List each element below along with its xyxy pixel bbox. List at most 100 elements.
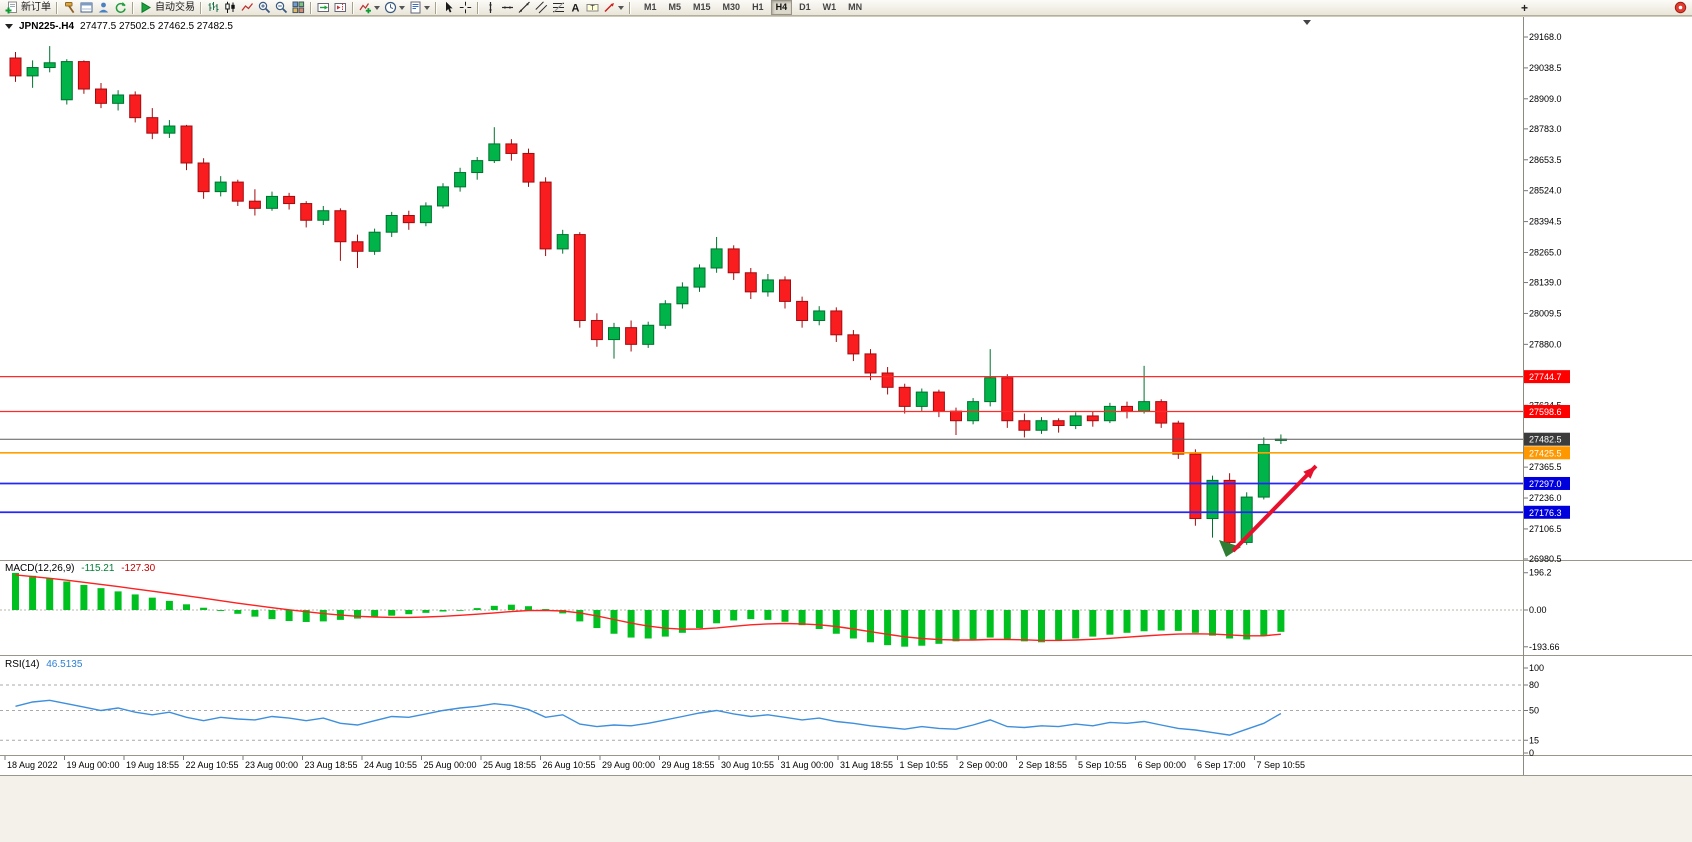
text-button[interactable]: A bbox=[567, 0, 584, 15]
label-icon: T bbox=[586, 4, 599, 12]
svg-text:27425.5: 27425.5 bbox=[1529, 448, 1562, 458]
horizontal-line-button[interactable] bbox=[499, 0, 516, 15]
rsi-line bbox=[15, 699, 1282, 736]
toolbar-separator bbox=[200, 1, 202, 14]
channel-button[interactable] bbox=[533, 0, 550, 15]
candlestick-icon bbox=[225, 1, 235, 13]
periods-button[interactable] bbox=[382, 0, 407, 15]
tile-windows-button[interactable] bbox=[290, 0, 307, 15]
svg-text:29 Aug 00:00: 29 Aug 00:00 bbox=[602, 760, 655, 770]
metaeditor-button[interactable] bbox=[61, 0, 78, 15]
support-line-27425[interactable]: 27425.5 bbox=[0, 446, 1570, 460]
timeframe-button-m30[interactable]: M30 bbox=[722, 2, 741, 12]
svg-text:28139.0: 28139.0 bbox=[1529, 278, 1562, 288]
indicators-dropdown-icon bbox=[374, 5, 380, 10]
zoom-in-button[interactable] bbox=[256, 0, 273, 15]
svg-text:25 Aug 00:00: 25 Aug 00:00 bbox=[424, 760, 477, 770]
svg-text:80: 80 bbox=[1529, 680, 1539, 690]
new-order-button[interactable]: 新订单 bbox=[3, 0, 53, 15]
svg-text:29 Aug 18:55: 29 Aug 18:55 bbox=[662, 760, 715, 770]
line-chart-button[interactable] bbox=[239, 0, 256, 15]
bar-chart-icon bbox=[208, 2, 219, 12]
svg-text:-193.66: -193.66 bbox=[1529, 642, 1560, 652]
svg-text:27482.5: 27482.5 bbox=[1529, 435, 1562, 445]
timeframe-button-m1[interactable]: M1 bbox=[644, 2, 657, 12]
svg-text:A: A bbox=[572, 3, 580, 15]
chart-shift-marker[interactable] bbox=[1303, 20, 1311, 25]
support-line-27297[interactable]: 27297.0 bbox=[0, 476, 1570, 490]
svg-text:28653.5: 28653.5 bbox=[1529, 155, 1562, 165]
timeframe-button-h1[interactable]: H1 bbox=[752, 2, 764, 12]
timeframe-button-mn[interactable]: MN bbox=[848, 2, 863, 12]
cursor-button[interactable] bbox=[440, 0, 457, 15]
svg-text:15: 15 bbox=[1529, 735, 1539, 745]
svg-text:29038.5: 29038.5 bbox=[1529, 63, 1562, 73]
channel-icon bbox=[535, 1, 548, 14]
add-chart-button[interactable]: + bbox=[1515, 0, 1534, 15]
svg-text:28783.0: 28783.0 bbox=[1529, 124, 1562, 134]
window-icon bbox=[80, 2, 93, 13]
clock-icon bbox=[384, 1, 397, 14]
svg-text:T: T bbox=[590, 5, 595, 12]
resistance-line-27744[interactable]: 27744.7 bbox=[0, 370, 1570, 384]
svg-text:6 Sep 00:00: 6 Sep 00:00 bbox=[1138, 760, 1187, 770]
label-button[interactable]: T bbox=[584, 0, 601, 15]
arrows-button[interactable] bbox=[601, 0, 626, 15]
navigator-button[interactable] bbox=[95, 0, 112, 15]
svg-text:29168.0: 29168.0 bbox=[1529, 32, 1562, 42]
timeframe-button-d1[interactable]: D1 bbox=[799, 2, 811, 12]
chart-shift-button[interactable] bbox=[332, 0, 349, 15]
indicators-button[interactable] bbox=[357, 0, 382, 15]
bar-chart-button[interactable] bbox=[205, 0, 222, 15]
svg-text:26980.5: 26980.5 bbox=[1529, 554, 1562, 564]
crosshair-icon bbox=[459, 1, 472, 14]
hammer-icon bbox=[65, 2, 75, 14]
svg-text:27598.6: 27598.6 bbox=[1529, 407, 1562, 417]
drawn-annotations[interactable] bbox=[1219, 464, 1318, 557]
svg-text:27236.0: 27236.0 bbox=[1529, 493, 1562, 503]
timeframe-button-h4[interactable]: H4 bbox=[770, 0, 793, 15]
trend-arrow bbox=[1231, 464, 1318, 553]
notification-button[interactable] bbox=[1672, 0, 1689, 15]
vertical-line-button[interactable] bbox=[482, 0, 499, 15]
chart-shift-icon bbox=[334, 3, 346, 12]
svg-text:0: 0 bbox=[1529, 748, 1534, 758]
resistance-line-27598[interactable]: 27598.6 bbox=[0, 405, 1570, 419]
candlestick-series bbox=[9, 46, 1287, 548]
auto-scroll-icon bbox=[317, 3, 329, 12]
timeframe-button-w1[interactable]: W1 bbox=[822, 2, 837, 12]
candlestick-chart-button[interactable] bbox=[222, 0, 239, 15]
data-window-button[interactable] bbox=[78, 0, 95, 15]
svg-text:27297.0: 27297.0 bbox=[1529, 479, 1562, 489]
vertical-line-icon bbox=[489, 2, 492, 13]
svg-text:25 Aug 18:55: 25 Aug 18:55 bbox=[483, 760, 536, 770]
chart-canvas[interactable]: 29168.0 29038.5 28909.0 28783.0 28653.5 28524… bbox=[0, 16, 1692, 842]
zoom-out-button[interactable] bbox=[273, 0, 290, 15]
svg-text:2 Sep 00:00: 2 Sep 00:00 bbox=[959, 760, 1008, 770]
plus-icon: + bbox=[1520, 0, 1528, 15]
svg-text:5 Sep 10:55: 5 Sep 10:55 bbox=[1078, 760, 1127, 770]
auto-trading-button[interactable]: 自动交易 bbox=[137, 0, 197, 15]
trendline-button[interactable] bbox=[516, 0, 533, 15]
templates-button[interactable] bbox=[407, 0, 432, 15]
line-chart-icon bbox=[241, 3, 254, 11]
refresh-button[interactable] bbox=[112, 0, 129, 15]
svg-text:100: 100 bbox=[1529, 663, 1544, 673]
person-icon bbox=[98, 2, 109, 13]
bid-price-line[interactable]: 27482.5 bbox=[0, 432, 1570, 446]
cursor-icon bbox=[446, 1, 453, 13]
timeframe-button-m5[interactable]: M5 bbox=[668, 2, 682, 12]
fibonacci-button[interactable] bbox=[550, 0, 567, 15]
timeframe-button-m15[interactable]: M15 bbox=[693, 2, 711, 12]
crosshair-button[interactable] bbox=[457, 0, 474, 15]
auto-scroll-button[interactable] bbox=[315, 0, 332, 15]
refresh-icon bbox=[115, 2, 126, 13]
time-axis[interactable]: 18 Aug 2022 19 Aug 00:00 19 Aug 18:55 22 Au… bbox=[4, 756, 1305, 770]
svg-text:31 Aug 18:55: 31 Aug 18:55 bbox=[840, 760, 893, 770]
svg-text:23 Aug 00:00: 23 Aug 00:00 bbox=[245, 760, 298, 770]
auto-trading-icon bbox=[141, 1, 151, 14]
templates-dropdown-icon bbox=[424, 5, 430, 10]
arrow-tool-icon bbox=[604, 3, 614, 13]
rsi-axis: 100 80 50 15 0 bbox=[1524, 663, 1544, 758]
svg-text:28394.5: 28394.5 bbox=[1529, 217, 1562, 227]
